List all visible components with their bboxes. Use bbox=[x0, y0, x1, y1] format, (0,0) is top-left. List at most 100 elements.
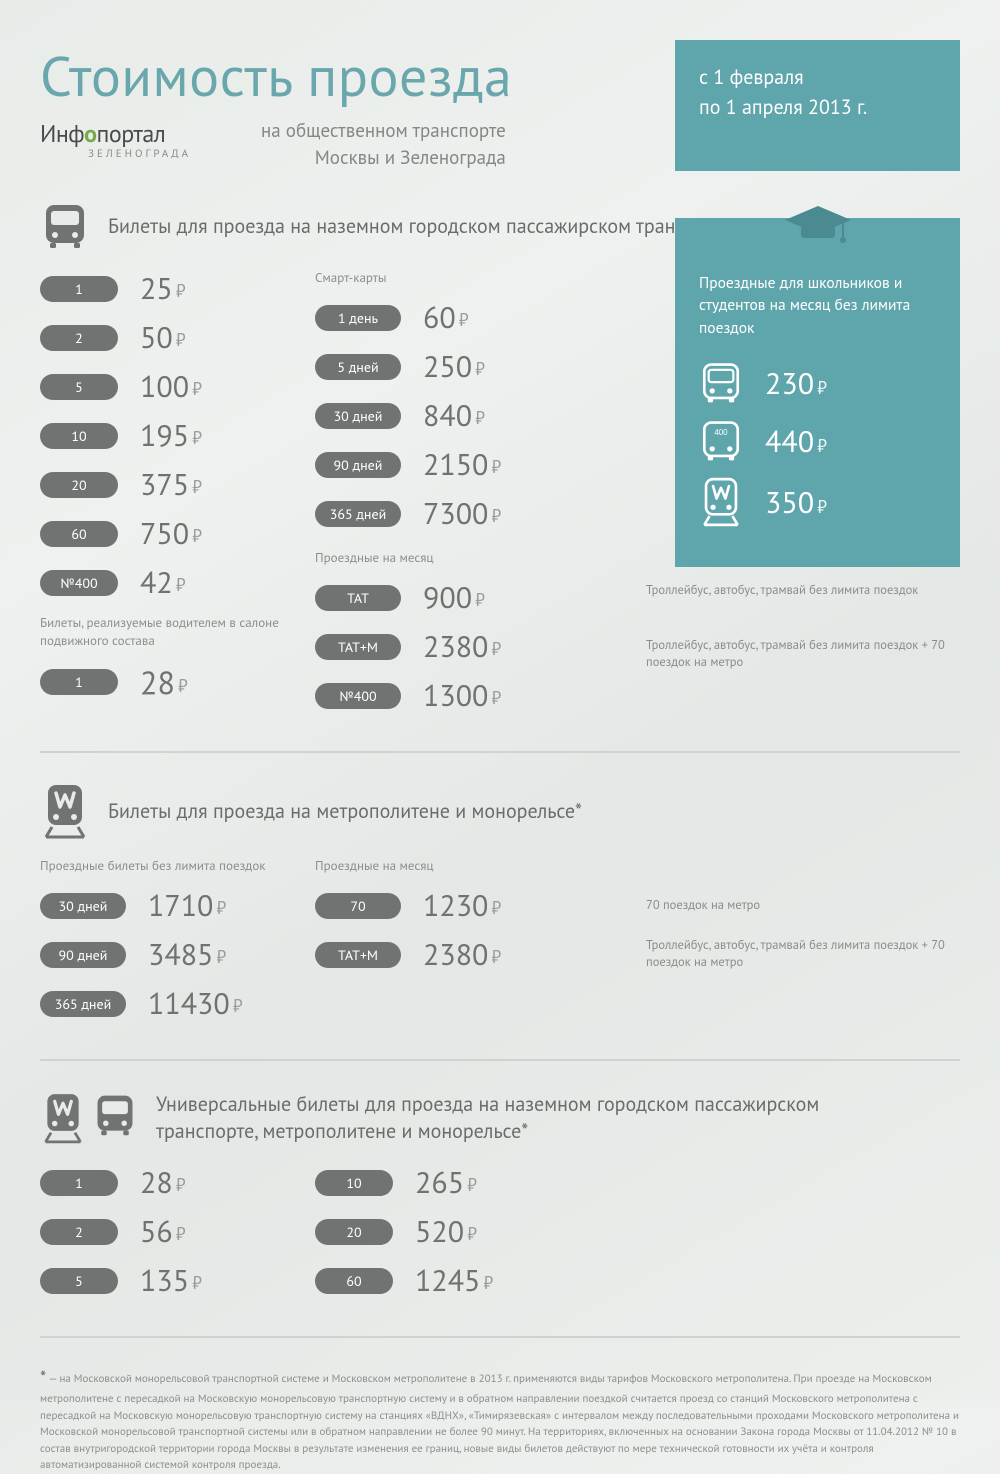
price-row: ТАТ+М 2380₽ bbox=[315, 627, 650, 666]
price-row: 1 25₽ bbox=[40, 269, 315, 308]
price-value: 25₽ bbox=[140, 269, 186, 308]
driver-ticket-price: 28₽ bbox=[140, 661, 188, 703]
price-value: 3485₽ bbox=[148, 935, 226, 974]
price-value: 2380₽ bbox=[423, 935, 501, 974]
qty-pill: ТАТ+М bbox=[315, 942, 401, 968]
price-value: 195₽ bbox=[140, 416, 202, 455]
student-price: 230₽ bbox=[765, 364, 827, 403]
price-row: 2 50₽ bbox=[40, 318, 315, 357]
price-row: 5 135₽ bbox=[40, 1261, 315, 1300]
price-value: 28₽ bbox=[140, 1163, 186, 1202]
price-row: 90 дней 2150₽ bbox=[315, 445, 650, 484]
price-row: 5 100₽ bbox=[40, 367, 315, 406]
bus-icon bbox=[92, 1092, 138, 1144]
qty-pill: 5 bbox=[40, 1268, 118, 1294]
divider-1 bbox=[40, 751, 960, 753]
price-row: 20 520₽ bbox=[315, 1212, 650, 1251]
metro-monthly-col: Проездные на месяц 70 1230₽ ТАТ+М 2380₽ bbox=[315, 857, 650, 1033]
price-row: 60 1245₽ bbox=[315, 1261, 650, 1300]
price-value: 7300₽ bbox=[423, 494, 501, 533]
section3-title: Универсальные билеты для проезда на назе… bbox=[156, 1091, 876, 1145]
qty-pill: 1 день bbox=[315, 305, 401, 331]
driver-ticket-row: 1 28₽ bbox=[40, 661, 315, 703]
student-panel: Проездные для школьников и студентов на … bbox=[675, 218, 960, 567]
price-row: 70 1230₽ bbox=[315, 886, 650, 925]
page-title: Стоимость проезда bbox=[40, 40, 675, 112]
qty-pill: 365 дней bbox=[315, 501, 401, 527]
logo-subtitle: ЗЕЛЕНОГРАДА bbox=[88, 147, 191, 161]
qty-pill: №400 bbox=[315, 683, 401, 709]
qty-pill: 5 bbox=[40, 374, 118, 400]
price-row: 20 375₽ bbox=[40, 465, 315, 504]
price-row: 5 дней 250₽ bbox=[315, 347, 650, 386]
qty-pill: ТАТ bbox=[315, 585, 401, 611]
bus-icon bbox=[699, 361, 743, 405]
price-value: 375₽ bbox=[140, 465, 202, 504]
section3-head: Универсальные билеты для проезда на назе… bbox=[40, 1091, 960, 1145]
price-value: 900₽ bbox=[423, 578, 485, 617]
price-row: 1 день 60₽ bbox=[315, 298, 650, 337]
qty-pill: 365 дней bbox=[40, 991, 126, 1017]
price-row: ТАТ+М 2380₽ bbox=[315, 935, 650, 974]
qty-pill: 20 bbox=[315, 1219, 393, 1245]
date-badge: с 1 февраля по 1 апреля 2013 г. bbox=[675, 40, 960, 171]
qty-pill: 2 bbox=[40, 1219, 118, 1245]
price-row: 90 дней 3485₽ bbox=[40, 935, 315, 974]
qty-pill: 90 дней bbox=[315, 452, 401, 478]
qty-pill: 5 дней bbox=[315, 354, 401, 380]
price-row: 10 195₽ bbox=[40, 416, 315, 455]
price-value: 840₽ bbox=[423, 396, 485, 435]
qty-pill: 1 bbox=[40, 1170, 118, 1196]
section1-title: Билеты для проезда на наземном городском… bbox=[108, 213, 734, 240]
divider-3 bbox=[40, 1336, 960, 1338]
callout-70: 70 поездок на метро bbox=[646, 897, 966, 914]
driver-ticket-pill: 1 bbox=[40, 669, 118, 695]
price-value: 50₽ bbox=[140, 318, 186, 357]
qty-pill: 10 bbox=[40, 423, 118, 449]
price-value: 265₽ bbox=[415, 1163, 477, 1202]
student-row: 350₽ bbox=[699, 477, 936, 527]
universal-right-col: 10 265₽ 20 520₽ 60 1245₽ bbox=[315, 1163, 650, 1310]
price-value: 1300₽ bbox=[423, 676, 501, 715]
qty-pill: 2 bbox=[40, 325, 118, 351]
qty-pill: 70 bbox=[315, 893, 401, 919]
monthly-head: Проездные на месяц bbox=[315, 549, 650, 566]
bus400-icon: 400 bbox=[699, 419, 743, 463]
logo: Инфопортал bbox=[40, 118, 191, 149]
student-row: 400 440₽ bbox=[699, 419, 936, 463]
metro-unlimited-col: Проездные билеты без лимита поездок 30 д… bbox=[40, 857, 315, 1033]
callout-tat: Троллейбус, автобус, трамвай без лимита … bbox=[646, 582, 966, 599]
price-row: №400 42₽ bbox=[40, 563, 315, 602]
qty-pill: 60 bbox=[40, 521, 118, 547]
price-value: 250₽ bbox=[423, 347, 485, 386]
price-value: 2150₽ bbox=[423, 445, 501, 484]
price-value: 100₽ bbox=[140, 367, 202, 406]
smartcards-col: Смарт-карты 1 день 60₽ 5 дней 250₽ 30 дн… bbox=[315, 269, 650, 725]
metro-icon bbox=[40, 783, 90, 839]
driver-note: Билеты, реализуемые водителем в салоне п… bbox=[40, 614, 315, 650]
price-value: 56₽ bbox=[140, 1212, 186, 1251]
price-row: №400 1300₽ bbox=[315, 676, 650, 715]
price-row: 2 56₽ bbox=[40, 1212, 315, 1251]
price-row: 30 дней 840₽ bbox=[315, 396, 650, 435]
callout-tatm2: Троллейбус, автобус, трамвай без лимита … bbox=[646, 937, 966, 971]
price-value: 42₽ bbox=[140, 563, 186, 602]
universal-left-col: 1 28₽ 2 56₽ 5 135₽ bbox=[40, 1163, 315, 1310]
smartcards-head: Смарт-карты bbox=[315, 269, 650, 286]
metro-monthly-head: Проездные на месяц bbox=[315, 857, 650, 874]
qty-pill: 20 bbox=[40, 472, 118, 498]
price-value: 520₽ bbox=[415, 1212, 477, 1251]
unlimited-head: Проездные билеты без лимита поездок bbox=[40, 857, 315, 874]
student-title: Проездные для школьников и студентов на … bbox=[699, 272, 936, 339]
graduation-cap-icon bbox=[783, 204, 853, 248]
student-row: 230₽ bbox=[699, 361, 936, 405]
qty-pill: 30 дней bbox=[40, 893, 126, 919]
price-value: 1230₽ bbox=[423, 886, 501, 925]
price-value: 1710₽ bbox=[148, 886, 226, 925]
qty-pill: №400 bbox=[40, 570, 118, 596]
metro-icon bbox=[40, 1092, 86, 1144]
qty-pill: 10 bbox=[315, 1170, 393, 1196]
qty-pill: 30 дней bbox=[315, 403, 401, 429]
subtitle: на общественном транспорте Москвы и Зеле… bbox=[261, 118, 506, 171]
price-row: 30 дней 1710₽ bbox=[40, 886, 315, 925]
